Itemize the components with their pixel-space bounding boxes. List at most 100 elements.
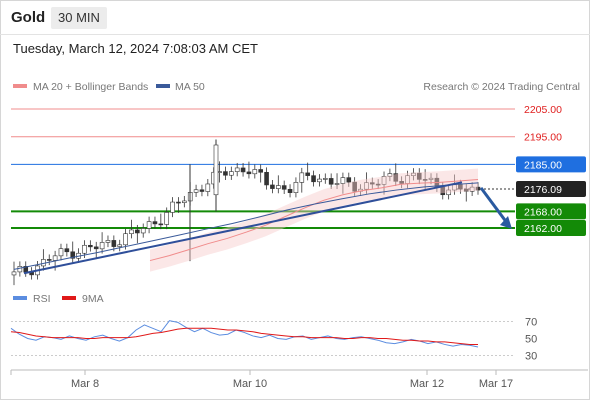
candle-body [58, 248, 64, 257]
candle-body [346, 177, 352, 183]
candle-body [446, 189, 451, 196]
price-label-2205.00: 2205.00 [524, 104, 562, 116]
candle-body [158, 223, 164, 226]
candle-body [322, 178, 328, 180]
candle-body [416, 172, 422, 180]
candle-body [199, 189, 205, 192]
candle-body [311, 175, 316, 183]
time-axis: Mar 8 Mar 10 Mar 12 Mar 17 [10, 370, 513, 390]
candle-body [305, 172, 310, 176]
candle-body [352, 181, 357, 192]
candle-body [205, 183, 211, 192]
ma20-legend-swatch [13, 84, 27, 88]
candle-body [246, 171, 252, 175]
candle-body [458, 184, 463, 190]
datetime-label: Tuesday, March 12, 2024 7:08:03 AM CET [13, 41, 258, 56]
candle-body [88, 244, 93, 248]
price-label-bg-2162.00 [516, 219, 586, 236]
candle-body [387, 173, 393, 177]
candle-body [281, 185, 287, 190]
price-label-bg-2185.00 [516, 156, 586, 173]
candle-body [52, 255, 58, 261]
price-label-2168.00: 2168.00 [524, 206, 562, 218]
timeframe-badge[interactable]: 30 MIN [51, 7, 107, 29]
candle-body [213, 144, 219, 196]
candle-body [17, 266, 23, 273]
price-label-2162.00: 2162.00 [524, 223, 562, 235]
candle-body [93, 246, 99, 250]
candle-body [428, 177, 434, 180]
candle-body [340, 177, 346, 184]
rsi-ma-legend-swatch [62, 296, 76, 300]
bollinger-band [150, 168, 478, 272]
candle-body [317, 178, 322, 183]
candle-body [164, 212, 170, 225]
candle-body [70, 251, 76, 259]
price-label-2176.09: 2176.09 [524, 184, 562, 196]
price-label-bg-2168.00 [516, 203, 586, 220]
candle-body [252, 169, 258, 175]
candle-body [11, 271, 17, 276]
price-plot: 2205.00 2195.00 2185.00 2176.09 2168.00 2162.… [11, 104, 586, 286]
candle-body [264, 171, 269, 186]
candle-body [276, 185, 281, 189]
rsi-ma-line [10, 327, 478, 345]
candle-body [140, 228, 146, 234]
candle-body [334, 183, 340, 185]
price-label-2195.00: 2195.00 [524, 132, 562, 144]
projection-arrow-shaft [479, 186, 509, 224]
candle-body [105, 240, 111, 243]
candle-body [193, 189, 199, 193]
candle-body [135, 229, 140, 234]
rsi-tick-30: 30 [525, 351, 537, 363]
candle-body [270, 184, 275, 189]
candle-body [375, 183, 381, 186]
candle-body [234, 167, 240, 172]
candle-body [99, 242, 105, 250]
x-tick-label-2: Mar 12 [410, 378, 444, 390]
candle-body [129, 229, 134, 235]
candle-body [369, 182, 375, 185]
candle-body [364, 182, 369, 190]
rsi-legend-swatch [13, 296, 27, 300]
x-tick-label-0: Mar 8 [71, 378, 99, 390]
projection-arrow-head [500, 215, 512, 229]
candle-body [223, 171, 228, 176]
candle-body [46, 259, 52, 261]
chart-header: Gold 30 MIN [0, 0, 590, 34]
x-tick-label-1: Mar 10 [233, 378, 267, 390]
ma50-line [13, 182, 479, 270]
candle-body [182, 200, 187, 203]
candle-body [293, 182, 299, 193]
header-divider [0, 34, 590, 35]
candle-body [463, 188, 469, 192]
ma20-legend-label: MA 20 + Bollinger Bands [33, 81, 148, 93]
candle-body [146, 221, 152, 229]
candle-body [111, 240, 117, 247]
candle-body [469, 186, 475, 192]
copyright-label: Research © 2024 Trading Central [423, 81, 580, 93]
candle-body [411, 172, 416, 176]
rsi-plot: 70 50 30 [10, 317, 537, 363]
trendline [23, 181, 463, 275]
rsi-legend-label: RSI [33, 293, 51, 305]
candle-body [82, 244, 87, 254]
rsi-tick-70: 70 [525, 317, 537, 329]
candle-body [422, 179, 428, 181]
x-tick-label-3: Mar 17 [479, 378, 513, 390]
ma50-legend-swatch [156, 84, 170, 88]
candle-body [240, 167, 246, 173]
candle-body [381, 176, 387, 185]
candle-body [117, 244, 123, 247]
candle-body [170, 201, 175, 213]
candle-body [393, 173, 399, 182]
candle-body [64, 248, 70, 253]
candle-body [152, 221, 158, 225]
candle-body [287, 188, 293, 193]
rsi-ma-legend-label: 9MA [82, 293, 104, 305]
symbol-label: Gold [11, 9, 46, 26]
candle-body [229, 171, 234, 176]
price-label-bg-2176.09 [516, 180, 586, 197]
candle-body [176, 201, 181, 204]
